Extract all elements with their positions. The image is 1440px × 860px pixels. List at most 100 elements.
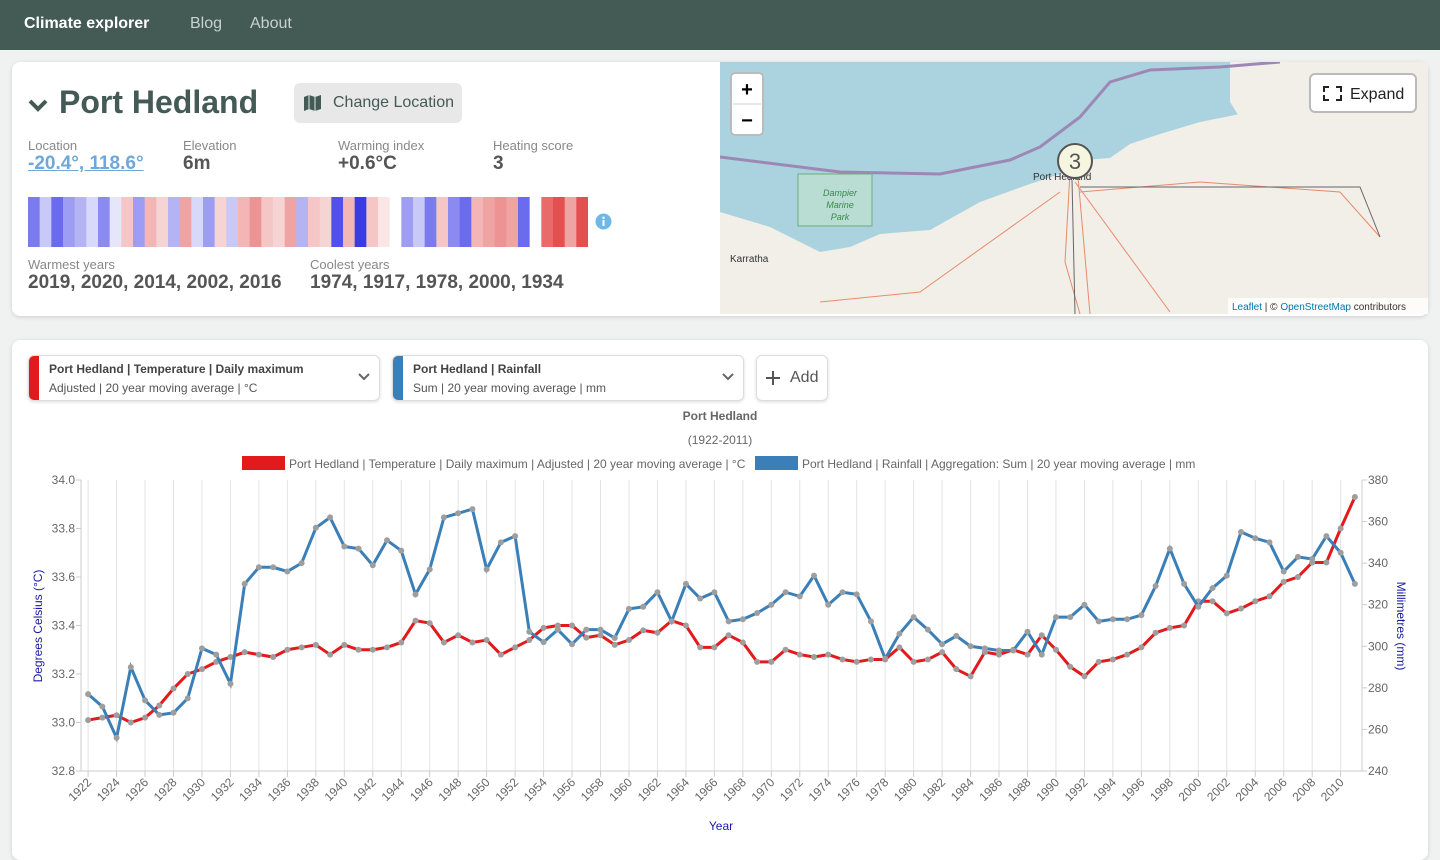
add-text: Add — [790, 369, 819, 386]
x-tick-label: 1990 — [1033, 775, 1062, 804]
data-point — [255, 564, 262, 571]
stripe — [564, 197, 577, 247]
warming-stripes — [28, 197, 588, 247]
rail — [1071, 179, 1381, 314]
data-point — [1181, 580, 1188, 587]
x-tick-label: 1968 — [720, 775, 749, 804]
data-point — [867, 656, 874, 663]
data-point — [640, 603, 647, 610]
stripe — [144, 197, 157, 247]
data-point — [1351, 493, 1358, 500]
stripe — [378, 197, 391, 247]
x-tick-label: 1974 — [806, 775, 835, 804]
x-tick-label: 2002 — [1204, 775, 1233, 804]
data-point — [583, 634, 590, 641]
info-icon[interactable] — [595, 213, 612, 230]
x-tick-label: 1926 — [122, 775, 151, 804]
data-point — [312, 641, 319, 648]
map[interactable]: Port Hedland Karratha Dampier Marine Par… — [720, 62, 1428, 314]
stripe — [471, 197, 484, 247]
data-point — [142, 714, 149, 721]
map-icon — [304, 95, 321, 111]
data-point — [113, 712, 120, 719]
x-tick-label: 1962 — [635, 775, 664, 804]
data-point — [341, 641, 348, 648]
cluster-marker[interactable] — [1057, 143, 1093, 179]
data-point — [768, 658, 775, 665]
stripe — [249, 197, 262, 247]
collapse-icon[interactable] — [27, 95, 49, 115]
nav-link[interactable]: Blog — [190, 15, 223, 32]
x-tick-label: 1952 — [492, 775, 521, 804]
data-point — [369, 646, 376, 653]
data-point — [455, 510, 462, 517]
data-point — [156, 711, 163, 718]
x-tick-label: 1992 — [1062, 775, 1091, 804]
add-button[interactable]: Add — [756, 355, 828, 401]
data-point — [1095, 618, 1102, 625]
nav-link[interactable]: About — [250, 15, 292, 32]
stripe — [179, 197, 192, 247]
data-point — [554, 622, 561, 629]
data-point — [412, 591, 419, 598]
x-tick-label: 1948 — [436, 775, 465, 804]
coolest-label: Coolest years — [310, 257, 390, 272]
attribution-link[interactable]: OpenStreetMap — [1280, 302, 1351, 313]
data-point — [1166, 624, 1173, 631]
data-point — [355, 646, 362, 653]
x-tick-label: 1950 — [464, 775, 493, 804]
data-point — [355, 545, 362, 552]
data-point — [1294, 553, 1301, 560]
data-point — [85, 717, 92, 724]
brand[interactable]: Climate explorer — [24, 15, 150, 32]
x-tick-label: 2004 — [1233, 775, 1262, 804]
data-point — [184, 695, 191, 702]
data-point — [455, 632, 462, 639]
x-tick-label: 1960 — [606, 775, 635, 804]
series-selector[interactable]: Port Hedland | Rainfall Sum | 20 year mo… — [392, 355, 744, 401]
data-point — [1351, 580, 1358, 587]
data-point — [426, 566, 433, 573]
expand-button[interactable] — [1309, 73, 1417, 113]
plus-icon — [766, 371, 780, 385]
x-tick-label: 1924 — [94, 775, 123, 804]
data-point — [213, 651, 220, 658]
x-tick-label: 1928 — [151, 775, 180, 804]
data-point — [270, 654, 277, 661]
change-location-button[interactable]: Change Location — [294, 83, 462, 123]
data-point — [739, 639, 746, 646]
data-point — [711, 644, 718, 651]
data-point — [469, 506, 476, 513]
data-point — [384, 644, 391, 651]
data-point — [839, 589, 846, 596]
x-tick-label: 1976 — [834, 775, 863, 804]
attribution: Leaflet | © OpenStreetMap contributors — [1232, 302, 1406, 313]
attribution-link[interactable]: Leaflet — [1232, 302, 1262, 313]
data-point — [227, 654, 234, 661]
y-tick-label: 33.4 — [52, 619, 76, 633]
data-point — [184, 671, 191, 677]
data-point — [85, 691, 92, 698]
stat-value[interactable]: -20.4°, 118.6° — [28, 153, 144, 174]
data-point — [227, 680, 234, 687]
zoom-in[interactable]: + — [741, 79, 753, 101]
stripe — [459, 197, 472, 247]
data-point — [284, 646, 291, 653]
data-point — [483, 637, 490, 644]
stripe — [389, 197, 402, 247]
zoom-out[interactable]: − — [741, 110, 753, 132]
place-label: Dampier — [823, 188, 858, 198]
y-tick-label: 33.0 — [52, 716, 76, 730]
data-point — [1010, 647, 1017, 654]
y2-tick-label: 360 — [1368, 515, 1388, 529]
data-point — [597, 632, 604, 639]
x-tick-label: 1938 — [293, 775, 322, 804]
series-selector[interactable]: Port Hedland | Temperature | Daily maxim… — [28, 355, 380, 401]
legend-label: Port Hedland | Rainfall | Aggregation: S… — [802, 457, 1195, 471]
legend-label: Port Hedland | Temperature | Daily maxim… — [289, 457, 746, 471]
selector-title: Port Hedland | Temperature | Daily maxim… — [49, 362, 304, 376]
x-tick-label: 1922 — [65, 775, 94, 804]
stripe — [413, 197, 426, 247]
data-point — [682, 580, 689, 587]
stat-label: Heating score — [493, 138, 574, 153]
